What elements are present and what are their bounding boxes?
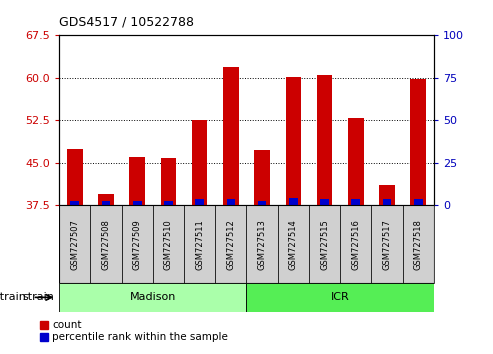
Bar: [122, 205, 153, 283]
Bar: [184, 205, 215, 283]
Bar: [59, 283, 246, 312]
Bar: [352, 199, 360, 205]
Text: GSM727518: GSM727518: [414, 219, 423, 270]
Bar: [371, 205, 403, 283]
Text: GSM727509: GSM727509: [133, 219, 141, 270]
Bar: [309, 205, 340, 283]
Bar: [410, 79, 426, 205]
Bar: [340, 205, 371, 283]
Text: GSM727508: GSM727508: [102, 219, 110, 270]
Legend: count, percentile rank within the sample: count, percentile rank within the sample: [40, 320, 228, 342]
Bar: [129, 157, 145, 205]
Bar: [153, 205, 184, 283]
Text: GSM727512: GSM727512: [226, 219, 235, 270]
Text: GSM727513: GSM727513: [258, 219, 267, 270]
Bar: [161, 158, 176, 205]
Bar: [70, 201, 79, 205]
Text: strain: strain: [0, 292, 27, 302]
Bar: [164, 201, 173, 205]
Bar: [223, 67, 239, 205]
Bar: [246, 283, 434, 312]
Bar: [102, 201, 110, 205]
Bar: [227, 199, 235, 205]
Text: ICR: ICR: [331, 292, 350, 302]
Bar: [320, 199, 329, 205]
Text: Madison: Madison: [130, 292, 176, 302]
Bar: [289, 198, 298, 205]
Bar: [59, 205, 90, 283]
Bar: [403, 205, 434, 283]
Bar: [192, 120, 208, 205]
Text: GSM727511: GSM727511: [195, 219, 204, 270]
Bar: [285, 77, 301, 205]
Text: GSM727516: GSM727516: [352, 219, 360, 270]
Text: strain: strain: [22, 292, 54, 302]
Bar: [278, 205, 309, 283]
Text: GSM727515: GSM727515: [320, 219, 329, 270]
Bar: [246, 205, 278, 283]
Bar: [258, 201, 266, 205]
Bar: [215, 205, 246, 283]
Bar: [317, 75, 332, 205]
Bar: [133, 201, 141, 205]
Bar: [67, 149, 83, 205]
Text: GSM727517: GSM727517: [383, 219, 391, 270]
Bar: [254, 150, 270, 205]
Bar: [98, 194, 114, 205]
Bar: [383, 199, 391, 205]
Bar: [379, 185, 395, 205]
Text: GDS4517 / 10522788: GDS4517 / 10522788: [59, 15, 194, 28]
Bar: [348, 118, 363, 205]
Bar: [414, 199, 423, 205]
Text: GSM727510: GSM727510: [164, 219, 173, 270]
Text: GSM727514: GSM727514: [289, 219, 298, 270]
Text: GSM727507: GSM727507: [70, 219, 79, 270]
Bar: [90, 205, 122, 283]
Bar: [195, 199, 204, 205]
